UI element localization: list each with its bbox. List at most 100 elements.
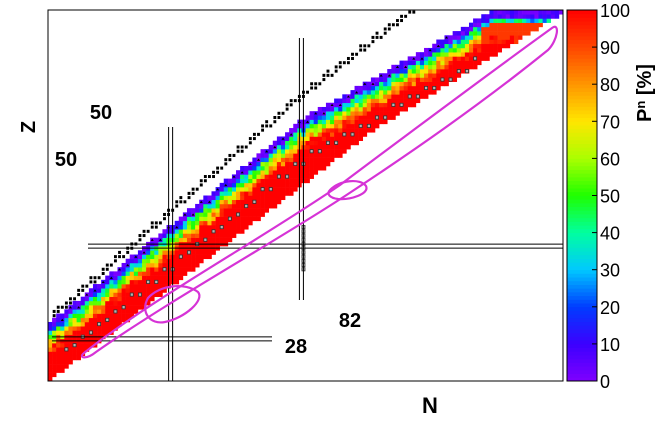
heatmap-cell: [468, 22, 474, 28]
heatmap-cell: [219, 216, 225, 222]
heatmap-cell: [84, 343, 90, 348]
heatmap-cell: [334, 119, 339, 125]
heatmap-cell: [76, 330, 81, 335]
heatmap-cell: [493, 35, 498, 40]
stable-nucleus: [408, 10, 412, 14]
heatmap-cell: [76, 326, 81, 331]
heatmap-cell: [150, 271, 155, 276]
heatmap-cell: [330, 153, 335, 158]
heatmap-cell: [501, 18, 507, 23]
colorbar-segment: [567, 228, 597, 233]
heatmap-cell: [330, 111, 335, 116]
heatmap-cell: [76, 317, 81, 323]
heatmap-cell: [276, 136, 282, 141]
heatmap-cell: [321, 115, 327, 120]
heatmap-cell: [334, 98, 339, 104]
heatmap-cell: [150, 279, 155, 285]
heatmap-cell: [346, 132, 351, 137]
heatmap-cell: [92, 292, 98, 297]
heatmap-cell: [219, 199, 225, 205]
predicted-nucleus: [309, 149, 314, 154]
heatmap-cell: [223, 187, 229, 192]
heatmap-cell: [501, 31, 507, 36]
heatmap-cell: [121, 292, 126, 297]
heatmap-cell: [272, 182, 278, 188]
heatmap-cell: [505, 43, 511, 49]
heatmap-cell: [146, 284, 151, 289]
heatmap-cell: [56, 330, 61, 335]
heatmap-cell: [182, 220, 188, 226]
heatmap-cell: [240, 199, 245, 205]
heatmap-cell: [280, 174, 286, 179]
heatmap-cell: [272, 157, 278, 163]
heatmap-cell: [203, 208, 208, 213]
heatmap-cell: [493, 10, 498, 15]
heatmap-cell: [309, 165, 314, 171]
heatmap-cell: [399, 98, 404, 104]
heatmap-cell: [317, 119, 323, 125]
heatmap-cell: [88, 292, 94, 297]
heatmap-cell: [342, 136, 347, 141]
heatmap-cell: [403, 90, 408, 95]
colorbar-segment: [567, 91, 597, 96]
heatmap-cell: [162, 288, 167, 293]
heatmap-cell: [334, 153, 339, 158]
heatmap-cell: [223, 237, 229, 243]
stable-nucleus: [220, 166, 224, 170]
heatmap-cell: [317, 144, 323, 150]
heatmap-cell: [468, 52, 474, 57]
heatmap-cell: [80, 305, 86, 310]
heatmap-cell: [101, 313, 106, 319]
heatmap-cell: [125, 275, 131, 281]
heatmap-cell: [60, 326, 65, 331]
measured-nucleus-triangle: [404, 65, 408, 69]
heatmap-cell: [464, 26, 470, 32]
stable-nucleus: [379, 35, 383, 39]
heatmap-cell: [117, 279, 122, 285]
colorbar-segment: [567, 295, 597, 300]
heatmap-cell: [268, 144, 274, 150]
heatmap-cell: [513, 14, 519, 19]
stable-nucleus: [203, 175, 207, 179]
heatmap-cell: [48, 372, 53, 378]
heatmap-cell: [264, 161, 270, 167]
stable-nucleus: [281, 111, 285, 115]
heatmap-cell: [60, 351, 65, 357]
heatmap-cell: [485, 22, 490, 28]
predicted-nucleus: [105, 317, 110, 322]
heatmap-cell: [522, 14, 527, 19]
stable-nucleus: [334, 65, 338, 69]
heatmap-cell: [240, 216, 245, 222]
heatmap-cell: [424, 56, 429, 61]
heatmap-cell: [248, 170, 253, 175]
colorbar-tick-label: 40: [600, 224, 620, 244]
heatmap-cell: [468, 56, 474, 61]
heatmap-cell: [280, 178, 286, 184]
heatmap-cell: [362, 123, 368, 129]
heatmap-cell: [48, 338, 53, 344]
heatmap-cell: [146, 250, 151, 255]
heatmap-cell: [350, 111, 355, 116]
heatmap-cell: [338, 132, 343, 137]
heatmap-cell: [436, 64, 441, 70]
heatmap-cell: [117, 305, 122, 310]
heatmap-cell: [268, 191, 274, 196]
heatmap-cell: [485, 14, 490, 19]
heatmap-cell: [289, 161, 294, 167]
stable-nucleus: [77, 293, 81, 297]
heatmap-cell: [227, 178, 233, 184]
heatmap-cell: [285, 132, 290, 137]
heatmap-cell: [448, 39, 453, 45]
heatmap-cell: [203, 250, 208, 255]
colorbar-segment: [567, 121, 597, 126]
heatmap-cell: [207, 237, 212, 243]
heatmap-cell: [456, 35, 462, 40]
heatmap-cell: [133, 292, 139, 297]
heatmap-cell: [513, 18, 519, 23]
predicted-nucleus: [88, 330, 93, 335]
heatmap-cell: [342, 144, 347, 150]
colorbar-segment: [567, 61, 597, 67]
heatmap-cell: [199, 229, 204, 234]
heatmap-cell: [80, 347, 86, 352]
heatmap-cell: [534, 26, 539, 32]
